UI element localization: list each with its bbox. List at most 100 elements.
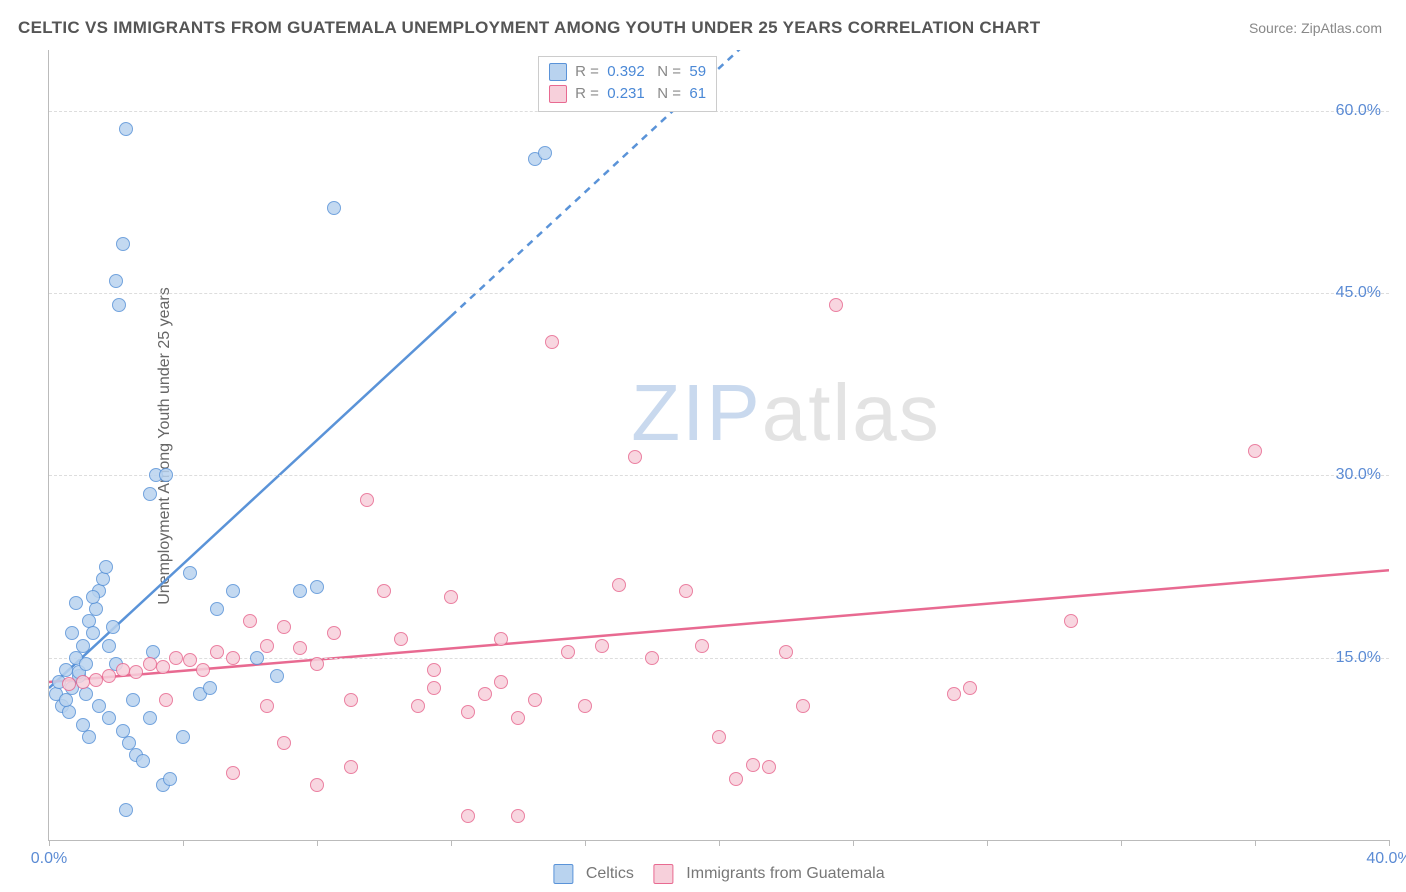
- data-point: [578, 699, 592, 713]
- data-point: [143, 487, 157, 501]
- data-point: [645, 651, 659, 665]
- data-point: [695, 639, 709, 653]
- trend-lines-layer: [49, 50, 1389, 840]
- data-point: [511, 711, 525, 725]
- data-point: [277, 736, 291, 750]
- data-point: [69, 596, 83, 610]
- data-point: [82, 730, 96, 744]
- x-tick: [853, 840, 854, 846]
- data-point: [344, 760, 358, 774]
- data-point: [112, 298, 126, 312]
- data-point: [746, 758, 760, 772]
- data-point: [126, 693, 140, 707]
- data-point: [59, 693, 73, 707]
- data-point: [628, 450, 642, 464]
- data-point: [136, 754, 150, 768]
- chart-title: CELTIC VS IMMIGRANTS FROM GUATEMALA UNEM…: [18, 18, 1040, 38]
- data-point: [92, 699, 106, 713]
- data-point: [226, 651, 240, 665]
- data-point: [183, 566, 197, 580]
- data-point: [129, 665, 143, 679]
- data-point: [86, 590, 100, 604]
- data-point: [260, 639, 274, 653]
- data-point: [250, 651, 264, 665]
- data-point: [99, 560, 113, 574]
- data-point: [461, 809, 475, 823]
- data-point: [494, 632, 508, 646]
- x-tick: [719, 840, 720, 846]
- data-point: [243, 614, 257, 628]
- data-point: [293, 641, 307, 655]
- data-point: [293, 584, 307, 598]
- data-point: [360, 493, 374, 507]
- data-point: [59, 663, 73, 677]
- data-point: [947, 687, 961, 701]
- data-point: [310, 580, 324, 594]
- data-point: [762, 760, 776, 774]
- x-tick: [1389, 840, 1390, 846]
- data-point: [538, 146, 552, 160]
- data-point: [277, 620, 291, 634]
- data-point: [119, 803, 133, 817]
- data-point: [169, 651, 183, 665]
- data-point: [86, 626, 100, 640]
- x-tick: [987, 840, 988, 846]
- y-tick-label: 60.0%: [1336, 102, 1381, 120]
- data-point: [511, 809, 525, 823]
- data-point: [427, 663, 441, 677]
- x-tick-label: 40.0%: [1366, 850, 1406, 868]
- data-point: [183, 653, 197, 667]
- data-point: [102, 639, 116, 653]
- data-point: [260, 699, 274, 713]
- gridline: [49, 475, 1389, 476]
- data-point: [106, 620, 120, 634]
- data-point: [156, 660, 170, 674]
- data-point: [226, 584, 240, 598]
- data-point: [143, 657, 157, 671]
- data-point: [203, 681, 217, 695]
- data-point: [545, 335, 559, 349]
- data-point: [779, 645, 793, 659]
- x-tick: [1255, 840, 1256, 846]
- legend-row: R = 0.392 N = 59: [549, 61, 706, 83]
- data-point: [561, 645, 575, 659]
- data-point: [310, 778, 324, 792]
- data-point: [394, 632, 408, 646]
- data-point: [76, 675, 90, 689]
- data-point: [478, 687, 492, 701]
- data-point: [963, 681, 977, 695]
- data-point: [427, 681, 441, 695]
- data-point: [411, 699, 425, 713]
- data-point: [344, 693, 358, 707]
- x-tick: [585, 840, 586, 846]
- series-legend: Celtics Immigrants from Guatemala: [543, 864, 894, 884]
- data-point: [461, 705, 475, 719]
- data-point: [377, 584, 391, 598]
- data-point: [159, 693, 173, 707]
- x-tick: [317, 840, 318, 846]
- data-point: [196, 663, 210, 677]
- legend-row: R = 0.231 N = 61: [549, 83, 706, 105]
- data-point: [612, 578, 626, 592]
- x-tick: [183, 840, 184, 846]
- data-point: [62, 677, 76, 691]
- gridline: [49, 111, 1389, 112]
- data-point: [270, 669, 284, 683]
- data-point: [116, 663, 130, 677]
- scatter-plot-area: 15.0%30.0%45.0%60.0%0.0%40.0%ZIPatlasR =…: [48, 50, 1389, 841]
- data-point: [210, 602, 224, 616]
- data-point: [712, 730, 726, 744]
- data-point: [96, 572, 110, 586]
- watermark: ZIPatlas: [631, 367, 940, 459]
- legend-item: Immigrants from Guatemala: [654, 864, 885, 884]
- gridline: [49, 293, 1389, 294]
- data-point: [327, 201, 341, 215]
- source-label: Source: ZipAtlas.com: [1249, 20, 1382, 36]
- data-point: [79, 657, 93, 671]
- y-tick-label: 30.0%: [1336, 466, 1381, 484]
- data-point: [679, 584, 693, 598]
- data-point: [62, 705, 76, 719]
- data-point: [444, 590, 458, 604]
- legend-item: Celtics: [553, 864, 633, 884]
- data-point: [65, 626, 79, 640]
